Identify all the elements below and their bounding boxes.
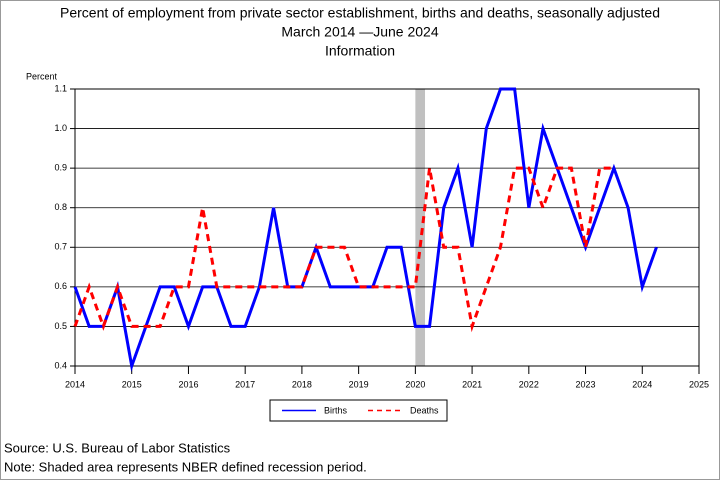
recession-shade [415,89,426,366]
x-tick-label: 2023 [576,379,596,389]
legend-label: Births [324,405,348,415]
x-tick-label: 2016 [178,379,198,389]
y-tick-label: 0.4 [54,360,67,370]
x-tick-label: 2014 [65,379,85,389]
x-tick-label: 2021 [462,379,482,389]
x-tick-label: 2020 [405,379,425,389]
x-tick-label: 2025 [689,379,709,389]
legend-box [269,399,448,422]
chart-title: Percent of employment from private secto… [60,5,660,21]
legend-label: Deaths [410,405,439,415]
x-tick-label: 2024 [632,379,652,389]
x-tick-label: 2019 [349,379,369,389]
y-tick-label: 1.0 [54,123,67,133]
y-tick-label: 0.8 [54,202,67,212]
x-tick-label: 2022 [519,379,539,389]
series-line [73,166,614,333]
y-tick-label: 1.1 [54,83,67,93]
chart-subtitle: March 2014 —June 2024 [281,24,438,40]
y-tick-label: 0.6 [54,281,67,291]
source-note: Source: U.S. Bureau of Labor Statistics [4,440,231,455]
recession-note: Note: Shaded area represents NBER define… [4,459,367,474]
y-tick-label: 0.7 [54,242,67,252]
plot-border [74,88,700,367]
x-tick-label: 2018 [292,379,312,389]
y-tick-label: 0.5 [54,321,67,331]
x-tick-label: 2017 [235,379,255,389]
y-tick-label: 0.9 [54,163,67,173]
chart-subtitle: Information [325,43,395,59]
x-tick-label: 2015 [122,379,142,389]
y-axis-label: Percent [26,71,58,81]
